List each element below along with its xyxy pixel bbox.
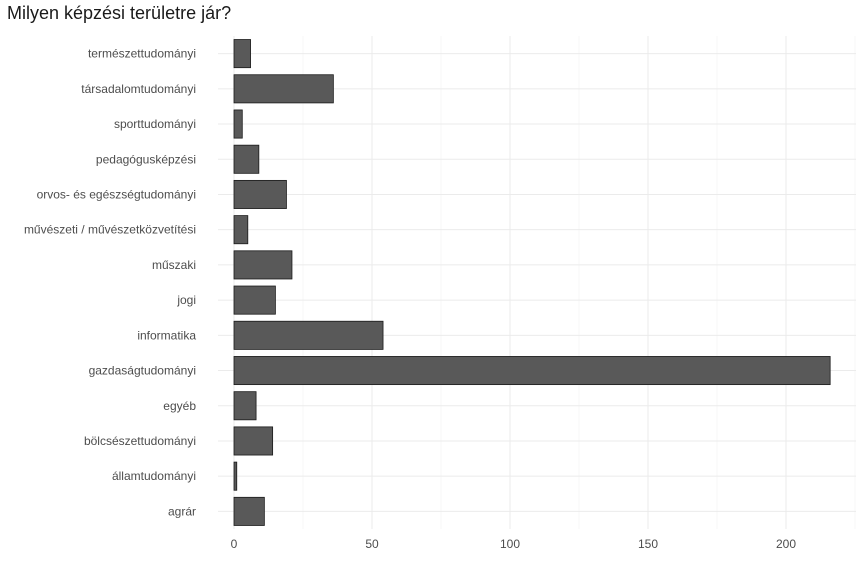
category-label: államtudományi bbox=[112, 469, 196, 483]
bar bbox=[233, 250, 293, 280]
x-tick-labels: 0 50 100 150 200 bbox=[231, 537, 797, 551]
category-label: gazdaságtudományi bbox=[89, 364, 196, 378]
bar bbox=[233, 320, 384, 350]
category-label: művészeti / művészetközvetítési bbox=[24, 223, 196, 237]
category-label: műszaki bbox=[152, 258, 196, 272]
bar bbox=[233, 461, 238, 491]
bars bbox=[233, 39, 831, 526]
bar bbox=[233, 39, 251, 69]
category-label: egyéb bbox=[163, 399, 196, 413]
bar bbox=[233, 215, 249, 245]
bar bbox=[233, 74, 334, 104]
bar bbox=[233, 109, 243, 139]
bar bbox=[233, 285, 276, 315]
category-label: agrár bbox=[168, 504, 196, 518]
x-tick-label: 50 bbox=[365, 537, 379, 551]
category-label: bölcsészettudományi bbox=[84, 434, 196, 448]
grid-lines bbox=[218, 36, 856, 529]
bar bbox=[233, 391, 257, 421]
category-label: sporttudományi bbox=[114, 117, 196, 131]
chart-title: Milyen képzési területre jár? bbox=[7, 3, 232, 23]
category-label: természettudományi bbox=[88, 47, 196, 61]
bar bbox=[233, 179, 287, 209]
x-tick-label: 200 bbox=[776, 537, 796, 551]
category-label: informatika bbox=[137, 328, 196, 342]
category-labels: természettudományi társadalomtudományi spo… bbox=[24, 47, 196, 519]
x-tick-label: 0 bbox=[231, 537, 238, 551]
bar bbox=[233, 144, 260, 174]
bar bbox=[233, 356, 831, 386]
x-tick-label: 100 bbox=[500, 537, 520, 551]
bar bbox=[233, 496, 265, 526]
category-label: jogi bbox=[176, 293, 196, 307]
category-label: társadalomtudományi bbox=[81, 82, 196, 96]
category-label: orvos- és egészségtudományi bbox=[37, 187, 196, 201]
x-tick-label: 150 bbox=[638, 537, 658, 551]
bar bbox=[233, 426, 274, 456]
category-label: pedagógusképzési bbox=[96, 152, 196, 166]
